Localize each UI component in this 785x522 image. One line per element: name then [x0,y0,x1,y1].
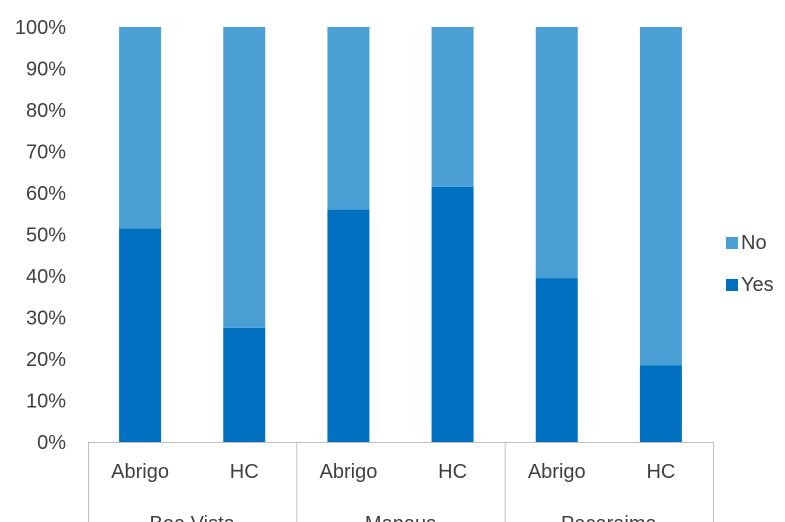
bar-segment-yes [223,327,266,442]
bars [119,27,682,442]
y-tick-label: 70% [26,142,66,164]
x-group-label: Pacaraima [561,513,657,522]
y-tick-label: 40% [26,266,66,288]
bar-segment-no [431,27,474,187]
x-category-label: HC [230,461,259,483]
legend: No Yes [726,232,774,296]
legend-label-no: No [741,232,767,254]
bar-segment-no [535,27,578,279]
y-tick-label: 100% [15,17,66,39]
x-category-label: HC [438,461,467,483]
y-tick-label: 60% [26,183,66,205]
x-group-label: Boa Vista [150,513,236,522]
y-tick-label: 90% [26,59,66,81]
bar-segment-yes [535,278,578,442]
bar-segment-yes [639,365,682,442]
y-tick-label: 20% [26,349,66,371]
bar-segment-yes [327,209,370,442]
x-category-label: Abrigo [111,461,169,483]
y-tick-label: 10% [26,391,66,413]
y-tick-label: 0% [37,432,66,454]
legend-swatch-yes [726,279,738,291]
legend-swatch-no [726,237,738,249]
x-group-label: Manaus [365,513,436,522]
y-axis: 0% 10% 20% 30% 40% 50% 60% 70% 80% 90% 100% [15,17,66,454]
bar-segment-no [119,27,162,229]
y-tick-label: 30% [26,308,66,330]
x-category-label: Abrigo [528,461,586,483]
bar-segment-yes [431,186,474,442]
x-category-label: Abrigo [320,461,378,483]
bar-segment-no [223,27,266,328]
bar-segment-no [327,27,370,210]
bar-segment-no [639,27,682,366]
x-axis: Abrigo HC Abrigo HC Abrigo HC Boa Vista Manaus P… [88,442,714,522]
y-tick-label: 50% [26,225,66,247]
bar-segment-yes [119,228,162,442]
y-tick-label: 80% [26,100,66,122]
legend-label-yes: Yes [741,274,774,296]
x-category-label: HC [646,461,675,483]
